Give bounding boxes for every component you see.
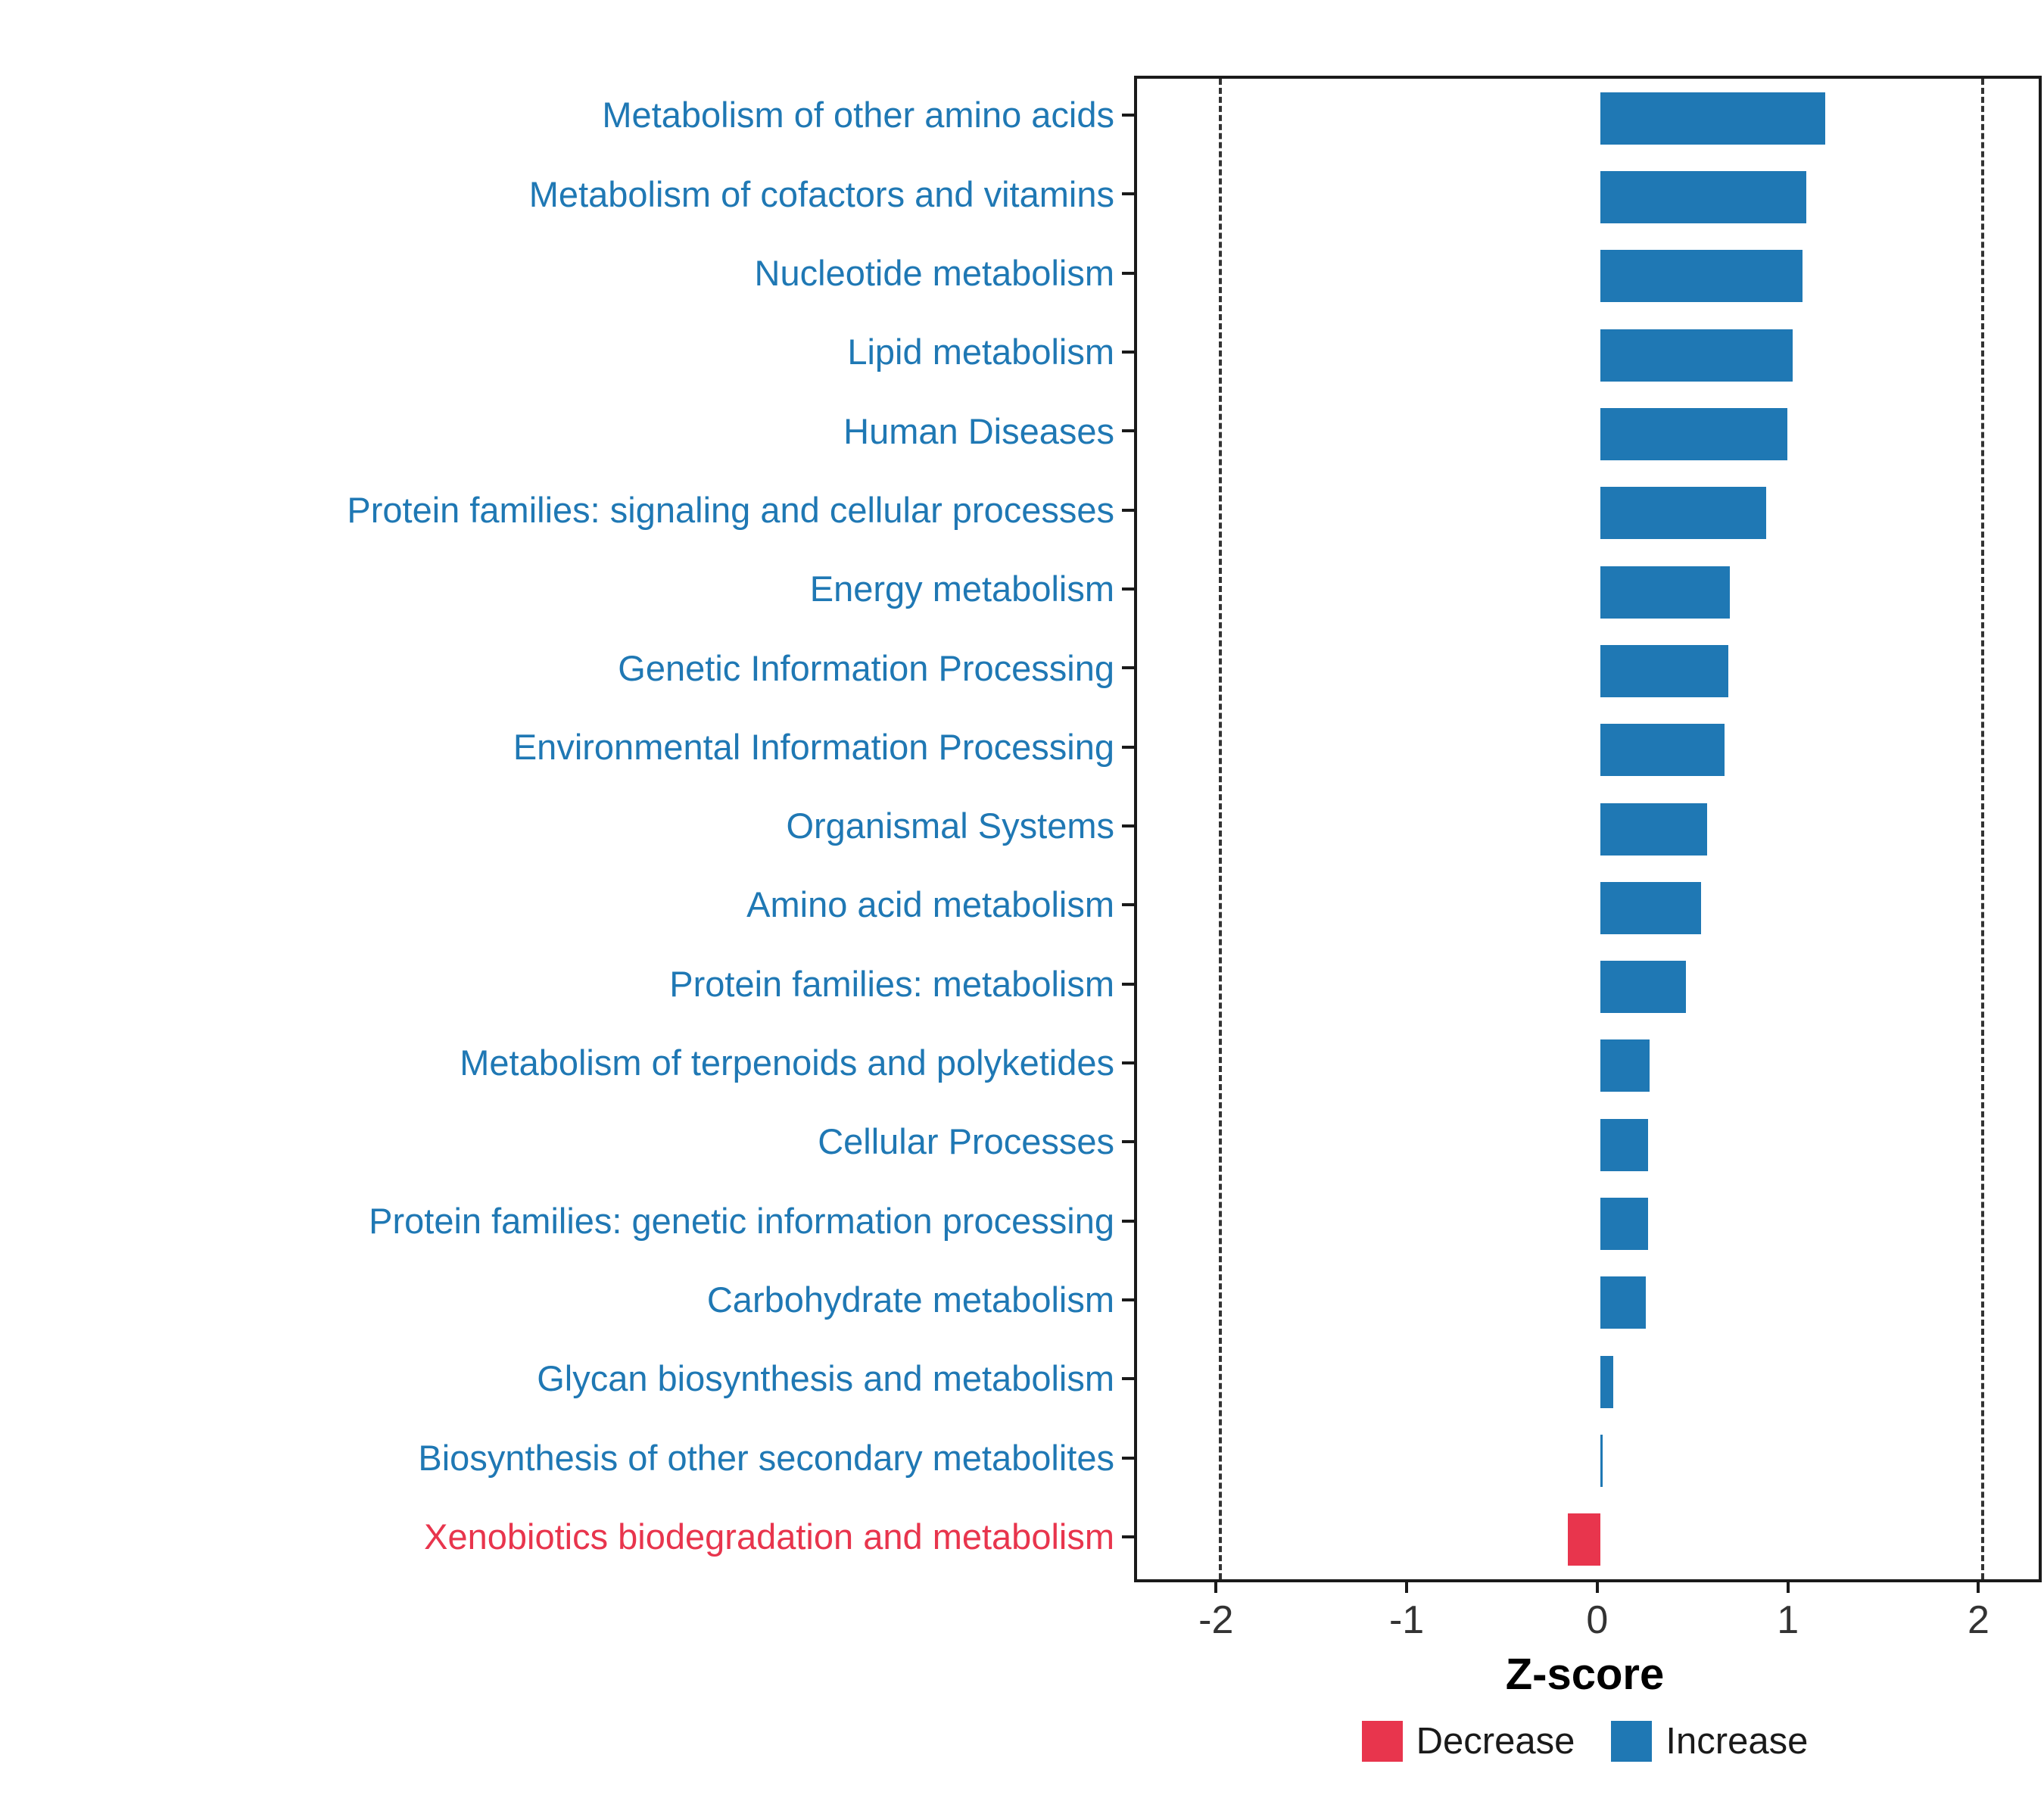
- bar: [1600, 724, 1725, 777]
- bar: [1600, 1435, 1603, 1488]
- y-axis-tick: [1122, 587, 1134, 591]
- bar: [1600, 803, 1707, 856]
- y-axis-tick: [1122, 1535, 1134, 1538]
- plot-panel: [1134, 76, 2042, 1582]
- y-axis-tick: [1122, 1377, 1134, 1381]
- bar: [1600, 329, 1793, 382]
- category-label: Protein families: metabolism: [669, 963, 1114, 1004]
- category-label: Environmental Information Processing: [513, 726, 1114, 767]
- category-label: Biosynthesis of other secondary metaboli…: [418, 1437, 1114, 1478]
- category-label: Glycan biosynthesis and metabolism: [537, 1358, 1114, 1399]
- y-axis-tick: [1122, 1456, 1134, 1460]
- bar: [1600, 1039, 1650, 1092]
- x-axis-tick: [1214, 1579, 1218, 1593]
- category-label: Lipid metabolism: [847, 332, 1114, 372]
- x-axis-tick: [1405, 1579, 1409, 1593]
- x-axis-tick: [1595, 1579, 1599, 1593]
- bar: [1568, 1513, 1600, 1566]
- y-axis-tick: [1122, 192, 1134, 196]
- bar: [1600, 1118, 1648, 1171]
- bar: [1600, 92, 1825, 145]
- x-axis-tick-label: -2: [1198, 1598, 1234, 1642]
- y-axis-tick: [1122, 745, 1134, 749]
- category-label: Metabolism of cofactors and vitamins: [528, 173, 1114, 214]
- dashed-reference-line: [1981, 79, 1985, 1579]
- decrease-swatch-icon: [1361, 1721, 1403, 1762]
- category-label: Amino acid metabolism: [746, 884, 1114, 925]
- bar: [1600, 1276, 1647, 1329]
- bar: [1600, 644, 1728, 697]
- y-axis-tick: [1122, 271, 1134, 275]
- x-axis-tick-label: 2: [1967, 1598, 1989, 1642]
- bar: [1600, 566, 1731, 619]
- x-axis-title: Z-score: [1505, 1650, 1665, 1699]
- x-axis-tick-label: 1: [1777, 1598, 1799, 1642]
- y-axis-tick: [1122, 824, 1134, 827]
- x-axis-tick-label: -1: [1388, 1598, 1425, 1642]
- x-axis-tick-label: 0: [1586, 1598, 1609, 1642]
- y-axis-tick: [1122, 1298, 1134, 1301]
- category-label: Nucleotide metabolism: [754, 252, 1114, 293]
- y-axis-tick: [1122, 114, 1134, 117]
- y-axis-tick: [1122, 429, 1134, 433]
- y-axis-tick: [1122, 666, 1134, 670]
- bar: [1600, 407, 1787, 460]
- y-axis-tick: [1122, 982, 1134, 986]
- category-label: Genetic Information Processing: [618, 647, 1114, 688]
- legend-item-decrease: Decrease: [1361, 1720, 1575, 1762]
- category-label: Carbohydrate metabolism: [706, 1279, 1114, 1320]
- dashed-reference-line: [1219, 79, 1223, 1579]
- bar: [1600, 961, 1687, 1014]
- y-axis-tick: [1122, 1140, 1134, 1144]
- bar: [1600, 1198, 1648, 1251]
- category-label: Metabolism of other amino acids: [602, 95, 1114, 136]
- legend-label-increase: Increase: [1665, 1721, 1809, 1762]
- category-label: Protein families: signaling and cellular…: [347, 489, 1114, 530]
- legend-label-decrease: Decrease: [1416, 1721, 1575, 1762]
- x-axis-tick: [1977, 1579, 1980, 1593]
- bar: [1600, 881, 1702, 934]
- y-axis-tick: [1122, 1061, 1134, 1064]
- x-axis-tick: [1786, 1579, 1790, 1593]
- y-axis-tick: [1122, 351, 1134, 354]
- increase-swatch-icon: [1611, 1721, 1653, 1762]
- category-label: Xenobiotics biodegradation and metabolis…: [424, 1516, 1114, 1557]
- category-label: Metabolism of terpenoids and polyketides: [460, 1043, 1114, 1083]
- category-label: Human Diseases: [843, 410, 1114, 451]
- legend-item-increase: Increase: [1611, 1720, 1808, 1762]
- bar: [1600, 250, 1803, 303]
- legend: Decrease Increase: [1134, 1720, 2036, 1762]
- bar: [1600, 487, 1766, 540]
- category-label: Energy metabolism: [809, 569, 1114, 609]
- y-axis-tick: [1122, 1219, 1134, 1223]
- y-axis-tick: [1122, 508, 1134, 512]
- category-label: Cellular Processes: [818, 1121, 1114, 1162]
- bar: [1600, 170, 1806, 223]
- bar: [1600, 1355, 1614, 1408]
- y-axis-tick: [1122, 903, 1134, 907]
- category-label: Protein families: genetic information pr…: [369, 1200, 1114, 1241]
- category-label: Organismal Systems: [786, 806, 1114, 846]
